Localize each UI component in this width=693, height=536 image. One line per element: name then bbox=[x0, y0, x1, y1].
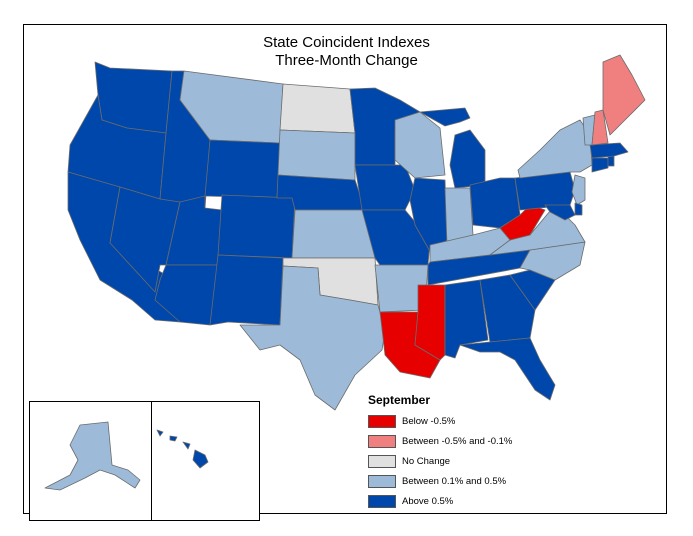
legend: September Below -0.5% Between -0.5% and … bbox=[368, 393, 588, 513]
legend-item: No Change bbox=[368, 453, 588, 470]
legend-item: Between -0.5% and -0.1% bbox=[368, 433, 588, 450]
state-FL bbox=[459, 337, 556, 401]
legend-label: Between -0.5% and -0.1% bbox=[402, 436, 513, 447]
state-ND bbox=[279, 83, 356, 134]
legend-item: Between 0.1% and 0.5% bbox=[368, 473, 588, 490]
state-HI bbox=[156, 429, 209, 469]
state-CT bbox=[591, 157, 609, 173]
legend-swatch bbox=[368, 415, 396, 428]
legend-title: September bbox=[368, 393, 431, 407]
state-MD bbox=[544, 204, 576, 221]
state-IA bbox=[354, 164, 416, 211]
state-SD bbox=[277, 129, 356, 181]
legend-label: Above 0.5% bbox=[402, 496, 454, 507]
map-subtitle: Three-Month Change bbox=[275, 52, 418, 69]
legend-swatch bbox=[368, 475, 396, 488]
state-DE bbox=[574, 202, 583, 216]
state-TX bbox=[239, 265, 386, 411]
map-title: State Coincident Indexes bbox=[263, 34, 430, 51]
legend-label: Below -0.5% bbox=[402, 416, 456, 427]
state-WY bbox=[204, 139, 281, 199]
legend-swatch bbox=[368, 435, 396, 448]
legend-item: Above 0.5% bbox=[368, 493, 588, 510]
legend-swatch bbox=[368, 495, 396, 508]
state-ME bbox=[602, 54, 646, 136]
state-WV bbox=[499, 204, 546, 241]
state-NY bbox=[517, 119, 593, 179]
state-AK bbox=[44, 421, 141, 491]
state-MA bbox=[589, 142, 629, 159]
legend-label: No Change bbox=[402, 456, 451, 467]
state-NH bbox=[591, 109, 609, 146]
state-CO bbox=[217, 194, 296, 259]
legend-items: Below -0.5% Between -0.5% and -0.1% No C… bbox=[368, 413, 588, 510]
state-NV bbox=[109, 186, 181, 293]
legend-swatch bbox=[368, 455, 396, 468]
state-GA bbox=[479, 274, 536, 343]
legend-label: Between 0.1% and 0.5% bbox=[402, 476, 507, 487]
state-RI bbox=[607, 155, 615, 167]
state-KS bbox=[291, 209, 376, 259]
legend-item: Below -0.5% bbox=[368, 413, 588, 430]
state-NM bbox=[209, 254, 284, 326]
state-NJ bbox=[571, 174, 586, 206]
